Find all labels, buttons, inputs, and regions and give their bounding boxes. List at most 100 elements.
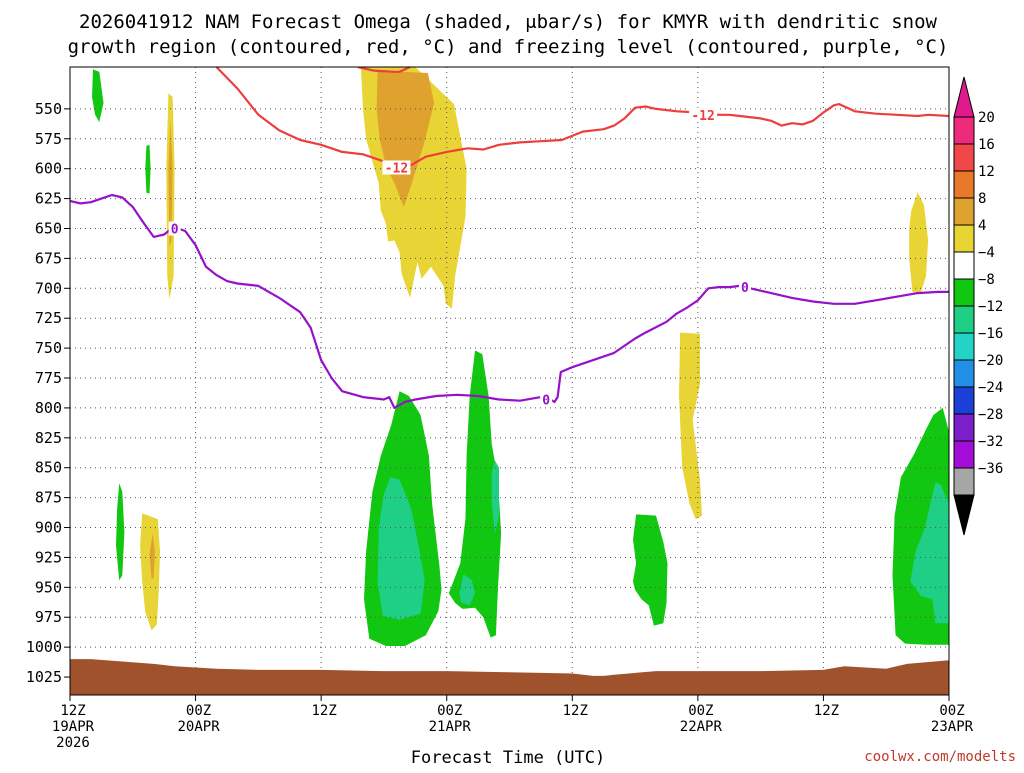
colorbar-label-0: 20 [978,110,995,126]
colorbar-swatch-10 [953,386,975,415]
isotherm-label-2-2: 0 [741,281,749,296]
isotherm-label-2-0: 0 [171,222,179,237]
isotherm-label-bg-0-0 [382,160,411,175]
colorbar-swatch-8 [953,332,975,361]
colorbar-swatch-13 [953,467,975,496]
colorbar-under-arrow [953,494,975,536]
colorbar-label-9: −20 [978,353,1003,369]
colorbar-swatch-4 [953,224,975,253]
isotherm-line-0 [215,67,949,169]
omega-shaded-region-16 [909,192,929,294]
isotherm-label-bg-2-2 [738,280,751,295]
y-tick-label-700: 700 [35,279,62,297]
y-tick-label-900: 900 [35,519,62,537]
isotherm-label-bg-2-1 [540,392,553,407]
isotherm-line-1 [357,67,411,73]
y-tick-label-625: 625 [35,190,62,208]
colorbar-label-5: −4 [978,245,995,261]
x-tick-label-84-2: 23APR [931,719,974,735]
y-tick-label-775: 775 [35,369,62,387]
omega-shaded-region-10 [491,460,499,534]
isotherm-label-bg-2-0 [168,221,181,236]
omega-colorbar: 20 16 12 8 4 −4 −8 −12 −16 −20 −24 −28 −32 −36 [953,76,1003,536]
y-tick-label-875: 875 [35,489,62,507]
colorbar-swatch-2 [953,170,975,199]
colorbar-swatch-9 [953,359,975,388]
y-tick-label-925: 925 [35,548,62,566]
y-tick-label-1000: 1000 [26,638,62,656]
y-tick-label-750: 750 [35,339,62,357]
omega-shaded-region-9 [459,574,475,606]
isotherm-label-2-1: 0 [542,394,550,409]
y-tick-label-975: 975 [35,608,62,626]
colorbar-label-7: −12 [978,299,1003,315]
omega-shaded-region-12 [140,513,160,631]
colorbar-label-12: −32 [978,434,1003,450]
omega-shaded-region-8 [448,350,502,638]
x-tick-label-72-1: 12Z [814,703,839,719]
colorbar-swatch-1 [953,143,975,172]
x-tick-label-12-2: 20APR [177,719,220,735]
colorbar-swatch-0 [953,116,975,145]
x-tick-label-36-1: 00Z [437,703,462,719]
colorbar-swatch-6 [953,278,975,307]
y-axis-pressure: 550 575 600 625 650 675 700 725 750 775 800 825 850 8… [26,100,70,686]
x-tick-label-84-1: 00Z [939,703,964,719]
x-tick-label-12-1: 00Z [186,703,211,719]
omega-shaded-region-14 [679,332,702,520]
y-tick-label-725: 725 [35,309,62,327]
y-tick-label-600: 600 [35,160,62,178]
colorbar-label-4: 4 [978,218,986,234]
colorbar-label-1: 16 [978,137,995,153]
plot-content: -12 -12 0 0 0 [70,67,949,695]
isotherm-label-bg-0-1 [689,107,718,122]
omega-shaded-region-3 [168,119,173,247]
credit-link[interactable]: coolwx.com/modelts [864,749,1016,765]
omega-shaded-region-11 [116,483,125,581]
colorbar-label-6: −8 [978,272,995,288]
y-tick-label-800: 800 [35,399,62,417]
x-tick-label-24-1: 12Z [311,703,336,719]
x-tick-label-0-2: 19APR [52,719,95,735]
chart-title-line-1: 2026041912 NAM Forecast Omega (shaded, μ… [79,11,937,33]
omega-shaded-region-15 [633,514,668,626]
x-tick-label-60-2: 22APR [680,719,723,735]
y-tick-label-950: 950 [35,578,62,596]
x-tick-label-0-3: 2026 [56,735,90,751]
x-tick-label-0-1: 12Z [60,703,85,719]
y-tick-label-550: 550 [35,100,62,118]
y-tick-label-650: 650 [35,219,62,237]
x-tick-label-48-1: 12Z [563,703,588,719]
x-axis-title: Forecast Time (UTC) [411,748,605,768]
y-tick-label-675: 675 [35,249,62,267]
colorbar-swatch-3 [953,197,975,226]
chart-title-line-2: growth region (contoured, red, °C) and f… [68,36,949,58]
plot-area: -12 -12 0 0 0 [70,67,949,695]
colorbar-swatch-7 [953,305,975,334]
terrain-fill [70,659,949,695]
omega-shaded-region-13 [149,533,155,579]
colorbar-label-11: −28 [978,407,1003,423]
x-tick-label-36-2: 21APR [429,719,472,735]
y-tick-label-825: 825 [35,429,62,447]
isotherm-label-0-0: -12 [385,161,408,176]
colorbar-label-10: −24 [978,380,1003,396]
colorbar-swatch-12 [953,440,975,469]
y-tick-label-1025: 1025 [26,668,62,686]
colorbar-label-2: 12 [978,164,995,180]
omega-shaded-region-7 [377,477,425,620]
colorbar-swatch-11 [953,413,975,442]
plot-frame [69,66,950,696]
colorbar-label-3: 8 [978,191,986,207]
y-tick-label-850: 850 [35,459,62,477]
omega-shaded-region-1 [145,144,151,194]
isotherm-label-0-1: -12 [691,109,714,124]
x-tick-label-60-1: 00Z [688,703,713,719]
omega-shaded-region-18 [910,482,949,624]
y-tick-label-575: 575 [35,130,62,148]
colorbar-label-13: −36 [978,461,1003,477]
colorbar-swatch-5 [953,251,975,280]
